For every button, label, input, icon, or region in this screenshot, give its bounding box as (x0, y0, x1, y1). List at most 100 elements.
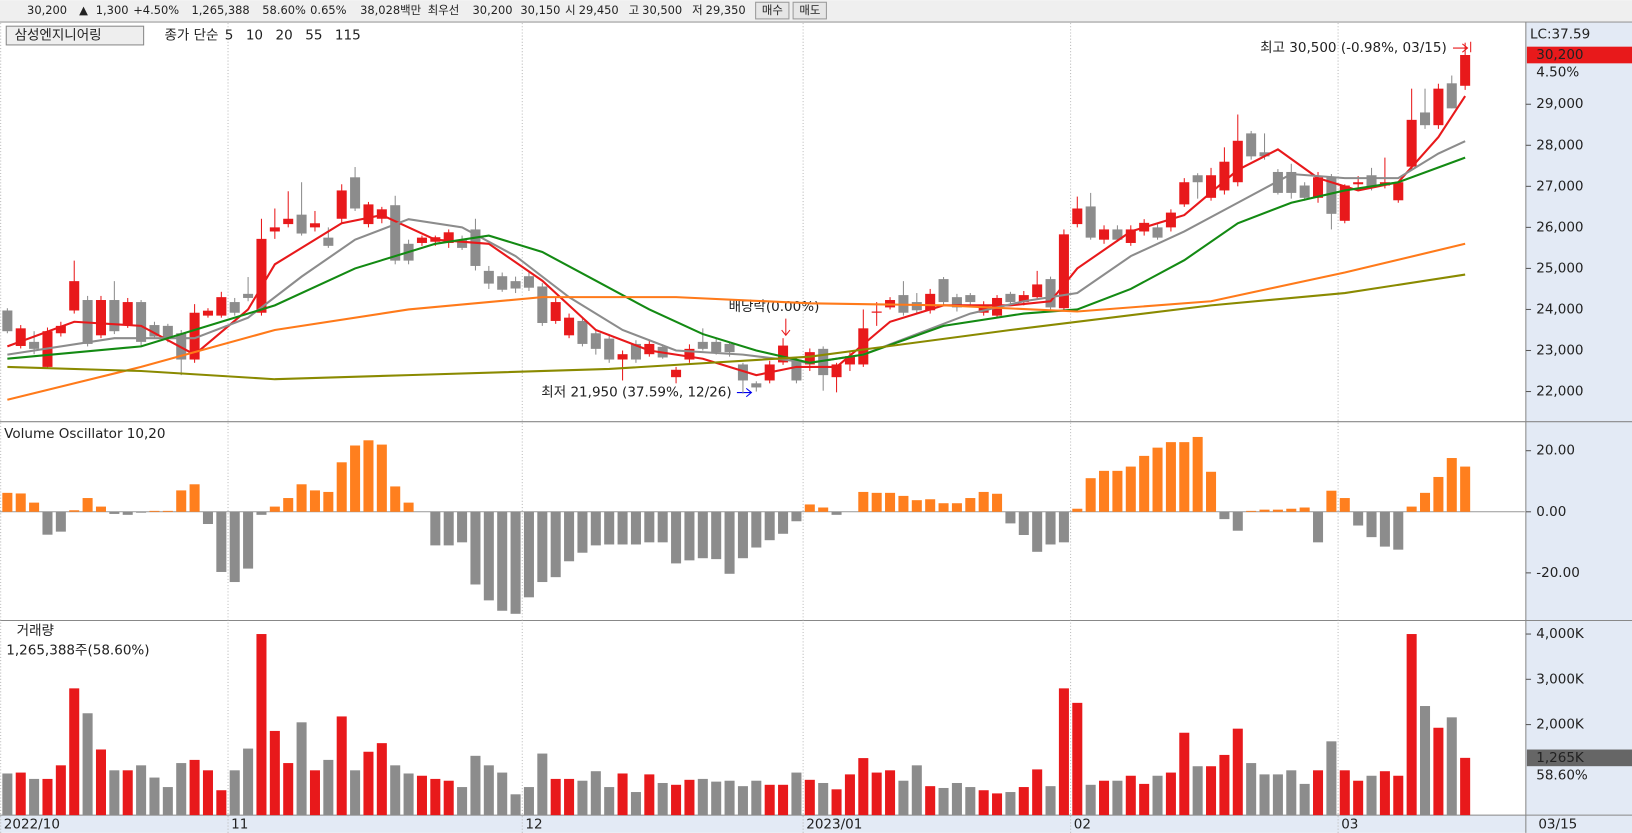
x-tick-label: 2023/01 (806, 817, 862, 833)
sell-button[interactable] (792, 1, 827, 20)
candle-body (1326, 177, 1337, 214)
candle-body (296, 214, 307, 234)
bar (296, 722, 307, 816)
bar (189, 759, 200, 816)
bar (657, 511, 668, 543)
candle-body (1259, 152, 1270, 157)
stock-title: 삼성엔지니어링 (15, 28, 102, 44)
candle-body (550, 302, 561, 321)
bar (363, 751, 374, 816)
amount: 38,028백만 (360, 3, 422, 17)
bar (323, 759, 334, 816)
bar (1406, 634, 1417, 816)
moving-average (6, 95, 1467, 377)
bar (283, 763, 294, 816)
legend-label: 종가 단순 (164, 28, 218, 44)
bar (523, 511, 534, 598)
bar (965, 498, 976, 512)
bar (523, 787, 534, 816)
candle-body (1179, 182, 1190, 205)
bar (617, 511, 628, 545)
bar (1393, 511, 1404, 550)
bar (122, 511, 133, 515)
open-label: 시 (565, 3, 576, 17)
bar (1433, 727, 1444, 816)
bar (737, 511, 748, 559)
bar (430, 511, 441, 546)
bar (938, 787, 949, 816)
bar (55, 765, 66, 816)
bar (1139, 455, 1150, 512)
buy-button[interactable] (755, 1, 790, 20)
bar (95, 506, 106, 512)
candle-body (1393, 182, 1404, 201)
bar (1005, 792, 1016, 816)
bar (911, 500, 922, 512)
y-tick-label: -20.00 (1536, 565, 1580, 581)
bar (1299, 507, 1310, 512)
bar (858, 758, 869, 816)
bar (95, 749, 106, 816)
candle-body (350, 177, 361, 209)
candle-body (243, 293, 254, 298)
last-volume: 1,265K (1536, 750, 1585, 766)
bar (1420, 706, 1431, 816)
sell-label[interactable]: 매도 (799, 3, 820, 17)
bar (871, 772, 882, 816)
bar (29, 502, 40, 512)
bar (925, 499, 936, 512)
bar (925, 786, 936, 816)
buy-label[interactable]: 매수 (762, 3, 783, 17)
bar (15, 772, 26, 816)
bar (885, 492, 896, 512)
candle-body (2, 310, 13, 332)
y-tick-label: 22,000 (1536, 384, 1583, 400)
bar (1005, 511, 1016, 524)
candle-body (309, 223, 320, 228)
candle-body (577, 320, 588, 344)
bar (737, 786, 748, 816)
x-tick-label: 03 (1341, 817, 1358, 833)
bar (403, 773, 414, 816)
bar (1246, 763, 1257, 816)
bar (951, 782, 962, 816)
bar (1058, 688, 1069, 816)
volume: 1,265,388 (192, 3, 250, 17)
candle-body (510, 281, 521, 289)
candle-body (1085, 206, 1096, 238)
bar (1286, 508, 1297, 512)
candle-body (1272, 171, 1283, 193)
bar (951, 503, 962, 512)
y-tick-label: 25,000 (1536, 260, 1583, 276)
high-annotation: 최고 30,500 (-0.98%, 03/15) (1260, 40, 1447, 56)
bar (1446, 458, 1457, 512)
y-tick-label: 26,000 (1536, 219, 1583, 235)
bar (1139, 783, 1150, 816)
bar (1219, 511, 1230, 520)
change-pct: +4.50% (133, 3, 179, 17)
bar (430, 778, 441, 816)
bar (764, 784, 775, 816)
bar (82, 713, 93, 816)
candle-body (1045, 279, 1056, 308)
bar (15, 493, 26, 512)
bar (336, 462, 347, 512)
bar (403, 502, 414, 512)
bar (55, 511, 66, 532)
bar (1032, 511, 1043, 552)
bar (202, 511, 213, 525)
volume-subtitle: 1,265,388주(58.60%) (6, 643, 149, 659)
bar (537, 753, 548, 816)
moving-average (7, 156, 1466, 364)
y-tick-label: 4,000K (1536, 626, 1585, 642)
bar (564, 511, 575, 562)
y-tick-label: 24,000 (1536, 301, 1583, 317)
candle-body (1420, 112, 1431, 126)
candle-body (149, 325, 160, 337)
bar (229, 511, 240, 583)
bar (2, 492, 13, 512)
title-box (5, 25, 145, 46)
x-axis-bg (0, 815, 1632, 833)
bar (577, 780, 588, 816)
bar (1339, 498, 1350, 512)
